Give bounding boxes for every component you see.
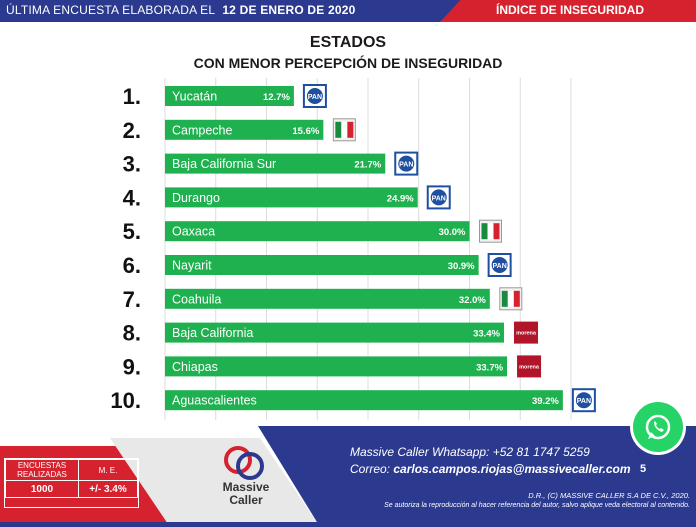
value-label: 24.9% — [387, 193, 414, 204]
state-label: Baja California Sur — [172, 157, 276, 171]
value-label: 30.9% — [448, 261, 475, 272]
state-label: Nayarit — [172, 259, 212, 273]
copyright: D.R., (C) MASSIVE CALLER S.A DE C.V., 20… — [528, 491, 690, 500]
value-label: 21.7% — [354, 160, 381, 171]
survey-table: ENCUESTAS REALIZADAS M. E. 1000 +/- 3.4% — [4, 458, 139, 508]
pri-logo-icon — [501, 290, 508, 307]
rank-label: 8. — [123, 321, 141, 346]
footer-bottom-line — [0, 522, 696, 527]
bar-chart: 1. Yucatán 12.7% PAN 2. Campeche 15.6% 3. Baja C… — [110, 78, 596, 420]
rank-label: 5. — [123, 219, 141, 244]
page-number: 5 — [640, 463, 647, 475]
pan-logo-icon — [430, 189, 447, 206]
pan-logo-icon — [491, 257, 508, 273]
logo-text-1: Massive — [222, 480, 270, 494]
rank-label: 2. — [123, 118, 141, 143]
bar-0 — [165, 86, 294, 106]
pri-logo-icon — [481, 223, 488, 240]
state-label: Campeche — [172, 123, 232, 137]
margin-error: +/- 3.4% — [78, 480, 138, 498]
contact-whatsapp: Massive Caller Whatsapp: +52 81 1747 525… — [350, 445, 590, 459]
morena-logo-icon — [517, 355, 542, 378]
footer-light-band — [110, 438, 320, 527]
section-title: ÍNDICE DE INSEGURIDAD — [495, 3, 644, 17]
pri-logo-icon — [487, 223, 494, 240]
pan-logo-icon — [575, 392, 592, 409]
rank-label: 4. — [123, 185, 141, 210]
pan-logo-icon: PAN — [432, 195, 446, 202]
morena-logo-icon — [514, 321, 539, 344]
pri-logo-icon — [507, 290, 514, 307]
margin-col-header: M. E. — [78, 459, 138, 481]
state-label: Yucatán — [172, 90, 217, 104]
bar-5 — [165, 255, 479, 275]
survey-date-value: 12 DE ENERO DE 2020 — [222, 3, 356, 17]
survey-prefix: ÚLTIMA ENCUESTA ELABORADA EL — [6, 3, 216, 17]
rank-label: 9. — [123, 354, 141, 379]
pri-logo-icon — [335, 121, 342, 138]
state-label: Oaxaca — [172, 225, 215, 239]
pan-logo-icon: PAN — [308, 94, 322, 101]
value-label: 33.4% — [473, 329, 500, 340]
state-label: Durango — [172, 191, 220, 205]
survey-date: ÚLTIMA ENCUESTA ELABORADA EL 12 DE ENERO… — [6, 3, 356, 17]
value-label: 33.7% — [476, 362, 503, 373]
header-bar: ÚLTIMA ENCUESTA ELABORADA EL 12 DE ENERO… — [0, 0, 696, 22]
morena-logo-icon: morena — [519, 364, 540, 370]
massive-caller-logo — [224, 446, 264, 480]
pan-logo-icon: PAN — [577, 398, 591, 405]
bar-4 — [165, 221, 470, 242]
pan-logo-icon — [306, 88, 323, 104]
logo-text-2: Caller — [229, 493, 263, 507]
bar-6 — [165, 288, 490, 309]
survey-count: 1000 — [5, 480, 79, 498]
bar-3 — [165, 187, 418, 208]
morena-logo-icon: morena — [516, 331, 537, 337]
bar-9 — [165, 390, 563, 411]
whatsapp-icon[interactable] — [633, 402, 683, 452]
logo-wordmark: Massive Caller — [210, 481, 282, 507]
value-label: 15.6% — [292, 126, 319, 137]
pri-logo-icon — [513, 290, 520, 307]
email-link[interactable]: carlos.campos.riojas@massivecaller.com — [393, 462, 631, 476]
footer-navy-band — [258, 426, 696, 527]
state-label: Aguascalientes — [172, 394, 257, 408]
bar-1 — [165, 119, 324, 140]
pan-logo-icon: PAN — [399, 162, 413, 169]
value-label: 30.0% — [439, 227, 466, 238]
rank-label: 6. — [123, 253, 141, 278]
chart-subtitle: CON MENOR PERCEPCIÓN DE INSEGURIDAD — [193, 55, 503, 71]
state-label: Coahuila — [172, 292, 221, 306]
rank-label: 3. — [123, 152, 141, 177]
pri-logo-icon — [493, 223, 500, 240]
value-label: 32.0% — [459, 295, 486, 306]
chart-title: ESTADOS — [309, 34, 387, 51]
bar-2 — [165, 153, 386, 174]
pan-logo-icon — [398, 155, 415, 172]
email-label: Correo: — [350, 462, 391, 476]
pri-logo-icon — [341, 121, 348, 138]
bar-7 — [165, 322, 505, 343]
footer — [0, 426, 696, 527]
pan-logo-icon: PAN — [493, 263, 507, 270]
state-label: Chiapas — [172, 360, 218, 374]
bar-8 — [165, 356, 508, 377]
rank-label: 7. — [123, 287, 141, 312]
state-label: Baja California — [172, 326, 253, 340]
rank-label: 1. — [123, 84, 141, 109]
contact-email-line: Correo: carlos.campos.riojas@massivecall… — [350, 462, 631, 476]
rank-label: 10. — [110, 388, 141, 413]
value-label: 12.7% — [263, 92, 290, 103]
header-red-tab — [440, 0, 696, 22]
disclaimer: Se autoriza la reproducción al hacer ref… — [384, 502, 690, 509]
survey-col-header: ENCUESTAS REALIZADAS — [5, 459, 79, 481]
pri-logo-icon — [347, 121, 354, 138]
value-label: 39.2% — [532, 396, 559, 407]
